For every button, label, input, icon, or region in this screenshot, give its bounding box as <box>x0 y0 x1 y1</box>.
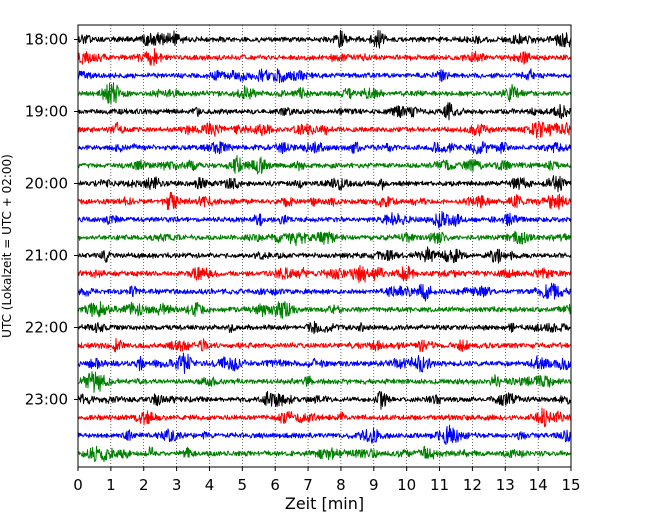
seismogram-trace <box>77 102 572 121</box>
x-tick-label: 15 <box>561 476 580 494</box>
seismogram-trace <box>77 191 572 210</box>
seismogram-trace <box>77 407 572 428</box>
x-axis-label: Zeit [min] <box>285 494 364 513</box>
y-axis-ticks: 18:00 19:00 20:00 21:00 22:00 23:00 <box>25 31 78 409</box>
seismogram-trace <box>77 140 572 155</box>
seismogram-trace <box>77 230 572 247</box>
x-tick-label: 4 <box>205 476 215 494</box>
x-tick-label: 1 <box>106 476 116 494</box>
x-tick-label: 8 <box>336 476 346 494</box>
seismogram-trace <box>77 264 572 284</box>
y-tick-label: 21:00 <box>25 247 68 265</box>
y-tick-label: 22:00 <box>25 319 68 337</box>
x-tick-label: 0 <box>73 476 83 494</box>
y-tick-label: 18:00 <box>25 31 68 49</box>
seismogram-trace <box>77 390 571 410</box>
seismogram-trace <box>77 301 572 319</box>
x-tick-label: 2 <box>139 476 149 494</box>
seismogram-trace <box>77 121 572 139</box>
x-tick-label: 5 <box>238 476 248 494</box>
seismogram-trace <box>77 68 572 84</box>
seismogram-trace <box>77 210 572 229</box>
seismogram-traces <box>77 29 572 463</box>
y-tick-label: 20:00 <box>25 175 68 193</box>
x-tick-label: 3 <box>172 476 182 494</box>
y-axis-label: UTC (Lokalzeit = UTC + 02:00) <box>0 154 14 338</box>
seismogram-trace <box>77 424 572 446</box>
seismogram-trace <box>77 337 572 353</box>
x-tick-label: 13 <box>496 476 515 494</box>
seismogram-trace <box>78 371 572 393</box>
seismogram-trace <box>77 155 572 175</box>
x-tick-label: 11 <box>430 476 449 494</box>
y-tick-label: 23:00 <box>25 391 68 409</box>
plot-frame <box>77 24 572 468</box>
seismogram-trace <box>77 29 572 49</box>
x-tick-label: 14 <box>529 476 548 494</box>
seismogram-trace <box>77 246 572 264</box>
y-tick-label: 19:00 <box>25 103 68 121</box>
x-tick-label: 12 <box>463 476 482 494</box>
x-tick-label: 10 <box>397 476 416 494</box>
x-tick-label: 9 <box>369 476 379 494</box>
seismogram-trace <box>77 352 572 374</box>
x-axis-ticks: 0 1 2 3 4 5 6 7 8 9 10 11 12 13 14 15 <box>73 467 581 494</box>
seismogram-trace <box>77 445 572 463</box>
seismogram-trace <box>77 175 572 193</box>
seismogram-trace <box>77 82 572 105</box>
x-tick-label: 6 <box>270 476 280 494</box>
x-tick-label: 7 <box>303 476 313 494</box>
seismogram-trace <box>77 282 572 302</box>
seismogram-trace <box>77 48 572 66</box>
seismogram-trace <box>77 320 572 335</box>
